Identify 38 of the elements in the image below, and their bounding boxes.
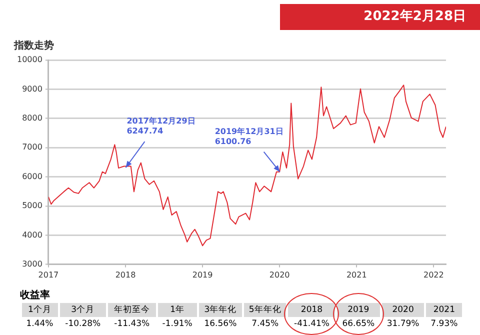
y-tick-label: 6000 [22,172,42,181]
text: 5年年化 [244,303,286,317]
text: 16.56% [203,318,238,331]
annotation: 2017年12月29日 6247.74 [126,116,196,136]
annotation: 2019年12月31日 6100.76 [214,126,284,146]
text: 7.93% [430,318,459,331]
text: 3年年化 [199,303,242,317]
text: -1.91% [161,318,194,331]
y-tick-label: 4000 [22,230,42,240]
text: -41.41% [293,318,330,331]
text: 7.45% [250,318,280,331]
x-tick-label: 2022 [423,270,444,280]
text: 3个月 [60,303,106,317]
text: 1.44% [25,318,54,331]
y-tick-label: 5000 [22,201,42,210]
y-tick-label: 7000 [22,142,42,152]
text: 2021 [426,303,462,317]
y-tick-label: 8000 [22,113,42,122]
x-tick-label: 2020 [269,270,290,280]
text: 收益率 [20,288,50,302]
y-tick-label: 3000 [22,259,42,268]
chart-title: 指数走势 [13,40,54,52]
text: -10.28% [64,318,102,331]
text: 2019 [337,303,380,317]
y-tick-label: 10000 [16,55,42,64]
x-tick-label: 2017 [38,270,59,280]
text: 31.79% [386,318,420,331]
text: 1年 [158,303,198,317]
text: 2020 [382,303,424,317]
text: 1个月 [22,303,58,317]
text: 2018 [288,303,336,317]
x-tick-label: 2019 [192,270,213,280]
y-tick-label: 9000 [22,84,42,94]
text: 66.65% [341,318,376,331]
text: -11.43% [113,318,151,331]
x-tick-label: 2021 [346,270,367,280]
x-tick-label: 2018 [115,270,136,280]
text: 年初至今 [108,303,156,317]
